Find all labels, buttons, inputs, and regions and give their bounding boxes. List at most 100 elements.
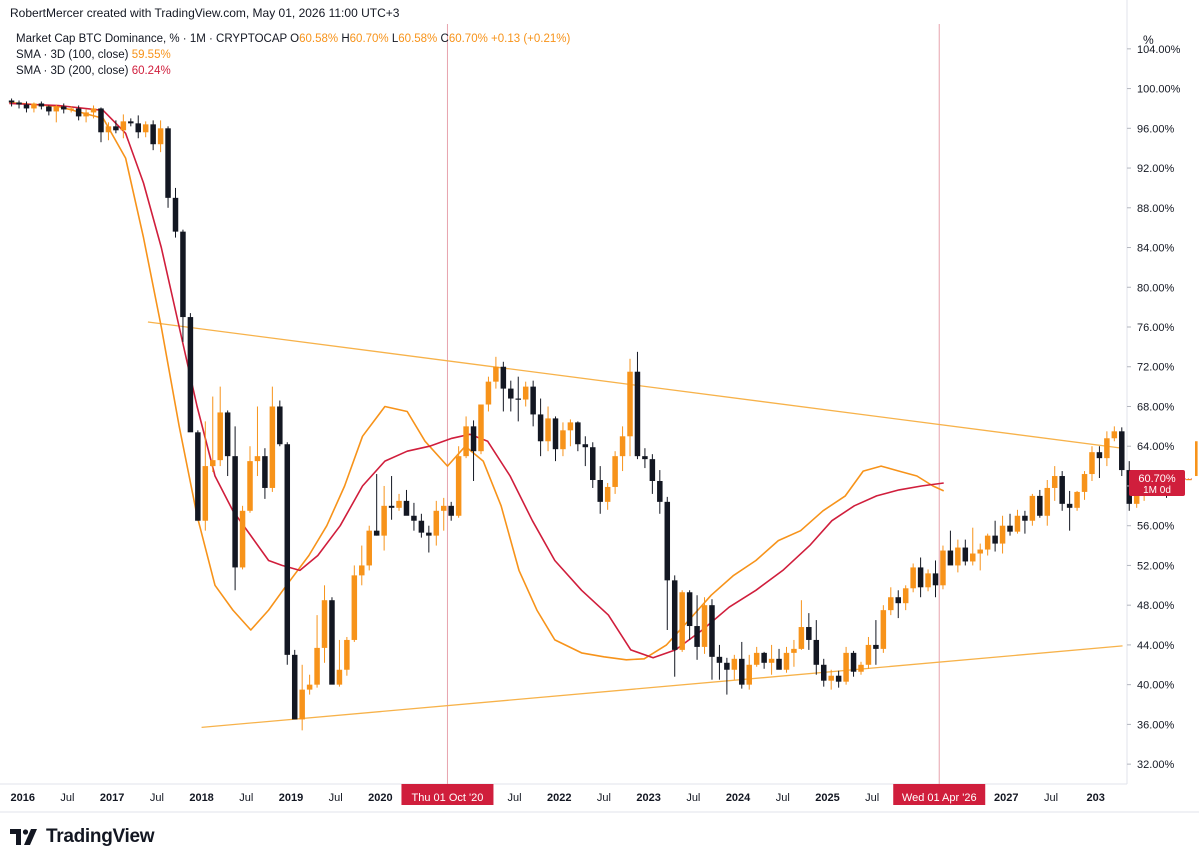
time-tick-label: 2027	[994, 792, 1018, 804]
time-tick-label: Jul	[329, 792, 343, 804]
candle-body	[448, 505, 454, 516]
legend-sma100-row[interactable]: SMA · 3D (100, close) 59.55%	[16, 47, 570, 63]
legend-change: +0.13 (+0.21%)	[491, 33, 571, 45]
candle-body	[1104, 438, 1110, 459]
candle-body	[135, 123, 141, 133]
time-tick-label: Jul	[150, 792, 164, 804]
candle-body	[1089, 452, 1095, 475]
time-tick-label: Jul	[597, 792, 611, 804]
candle-body	[552, 418, 559, 450]
tradingview-logo-text: TradingView	[46, 826, 155, 847]
candle-body	[157, 128, 164, 145]
candle-body	[925, 573, 931, 588]
candle-body	[731, 658, 738, 670]
candle-body	[880, 610, 887, 649]
candle-body	[739, 658, 745, 685]
candle-body	[947, 550, 954, 566]
candle-body	[478, 404, 484, 452]
price-tick-label: 100.00%	[1137, 84, 1181, 96]
candle-body	[359, 565, 365, 576]
sma100-line	[9, 101, 945, 661]
candle-body	[1037, 495, 1043, 516]
crosshair-layer	[446, 24, 1192, 784]
candle-body	[381, 505, 387, 536]
candle-body	[753, 652, 760, 665]
candle-body	[761, 652, 767, 663]
legend-symbol-row[interactable]: Market Cap BTC Dominance, % · 1M · CRYPT…	[16, 31, 570, 47]
candle-body	[955, 547, 961, 566]
candle-body	[940, 550, 946, 586]
candle-body	[493, 366, 499, 382]
price-tick-label: 76.00%	[1137, 322, 1175, 334]
candle-body	[351, 575, 358, 640]
price-axis-unit: %	[1143, 33, 1154, 47]
candle-body	[1051, 476, 1058, 488]
candle-body	[98, 108, 104, 133]
candle-body	[195, 432, 201, 521]
legend-open-label: O	[290, 33, 300, 45]
candle-body	[649, 459, 656, 481]
legend-sma200-row[interactable]: SMA · 3D (200, close) 60.24%	[16, 63, 570, 79]
candle-body	[232, 456, 238, 568]
price-tick-label: 80.00%	[1137, 282, 1175, 294]
candle-body	[83, 112, 89, 117]
chart-legend: Market Cap BTC Dominance, % · 1M · CRYPT…	[16, 31, 570, 79]
tradingview-logo[interactable]: TradingView	[10, 826, 155, 848]
candle-body	[701, 605, 708, 647]
price-tick-label: 68.00%	[1137, 401, 1175, 413]
candle-body	[865, 644, 872, 665]
price-tick-label: 104.00%	[1137, 44, 1181, 56]
candle-body	[128, 121, 134, 124]
candle-body	[1111, 431, 1118, 439]
candle-body	[284, 444, 291, 655]
sma200-line	[9, 102, 944, 659]
candle-body	[932, 573, 939, 586]
candle-body	[202, 466, 209, 521]
time-tick-label: Jul	[865, 792, 879, 804]
candle-body	[806, 627, 812, 640]
price-tick-label: 88.00%	[1137, 203, 1175, 215]
candle-body	[150, 124, 156, 145]
candle-body	[254, 456, 261, 462]
candle-body	[977, 549, 983, 554]
legend-low-value: 60.58%	[398, 33, 438, 45]
candle-body	[329, 600, 335, 685]
candle-body	[1022, 515, 1028, 521]
candle-body	[567, 422, 574, 431]
candle-body	[23, 104, 30, 109]
candle-body	[1119, 431, 1125, 471]
legend-high-value: 60.70%	[349, 33, 389, 45]
candle-body	[411, 515, 417, 521]
current-price-badge	[1129, 470, 1185, 497]
candle-body	[500, 366, 507, 389]
candle-body	[306, 684, 313, 690]
candle-body	[746, 664, 752, 685]
time-tick-label: 2020	[368, 792, 392, 804]
candle-body	[299, 689, 305, 720]
candle-body	[403, 500, 410, 516]
candle-body	[217, 412, 223, 461]
current-price-countdown: 1M 0d	[1143, 485, 1171, 496]
candle-body	[843, 652, 849, 682]
price-tick-label: 36.00%	[1137, 719, 1175, 731]
time-tick-label: 2025	[815, 792, 839, 804]
candle-body	[828, 675, 834, 681]
price-tick-label: 64.00%	[1137, 441, 1175, 453]
time-tick-label: Jul	[60, 792, 74, 804]
candle-body	[522, 386, 529, 400]
candle-body	[470, 426, 477, 452]
price-axis[interactable]: 104.00% 100.00% 96.00% 92.00% 88.00% 84.00% 80…	[1127, 44, 1185, 771]
time-axis[interactable]: 2016 Jul 2017 Jul 2018 Jul 2019 Jul 2020 Jul 2022 J…	[11, 784, 1105, 805]
candle-body	[679, 592, 685, 650]
candle-body	[142, 124, 149, 133]
candle-body	[582, 444, 589, 448]
candle-body	[180, 231, 186, 318]
price-tick-label: 72.00%	[1137, 362, 1175, 374]
candle-body	[314, 647, 320, 685]
candle-body	[850, 652, 857, 672]
time-tick-label: 2022	[547, 792, 571, 804]
legend-sma200-value: 60.24%	[131, 65, 171, 77]
crosshair-date-badge	[401, 784, 494, 805]
